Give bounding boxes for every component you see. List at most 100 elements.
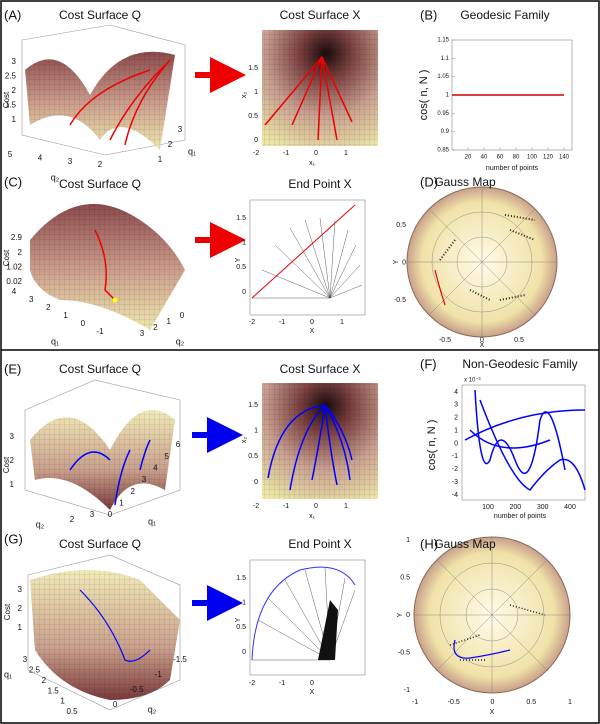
tick-label: 5 — [164, 452, 169, 461]
tick-label: -2 — [452, 466, 458, 473]
tick-label: 0.5 — [248, 453, 258, 460]
tick-label: 1 — [454, 427, 458, 434]
tick-label: 0 — [310, 319, 314, 326]
tick-label: 2 — [18, 604, 23, 613]
axis-label: number of points — [494, 513, 547, 520]
tick-label: 0.5 — [396, 222, 406, 229]
tick-label: 0.5 — [526, 699, 536, 706]
tick-label: 2 — [46, 303, 51, 312]
y-tick-label: 1.15 — [437, 38, 449, 44]
tick-label: 1 — [10, 480, 15, 489]
tick-label: 1 — [254, 428, 258, 435]
gauss-sphere — [406, 186, 558, 338]
tick-label: -1 — [452, 453, 458, 460]
axis-label: Cost — [2, 456, 11, 473]
tick-label: 1 — [63, 311, 68, 320]
tick-label: 2 — [10, 456, 15, 465]
tick-label: 4 — [38, 153, 43, 162]
panel-title: Geodesic Family — [460, 8, 549, 22]
axis-label: q₁ — [188, 146, 196, 156]
tick-label: 2 — [98, 160, 103, 169]
axis-label: x₁ — [309, 513, 316, 520]
cost-map — [262, 383, 378, 499]
panel-title: Cost Surface Q — [59, 537, 141, 551]
surface-drawing — [24, 379, 181, 516]
y-tick-label: 0.95 — [437, 111, 449, 117]
axis-label: X — [310, 328, 315, 335]
tick-label: 1 — [60, 697, 65, 706]
tick-label: 2 — [70, 515, 75, 524]
tick-label: 6 — [176, 440, 181, 449]
tick-label: 0.5 — [236, 624, 246, 631]
tick-label: 3 — [90, 510, 95, 519]
tick-label: -1 — [283, 150, 289, 157]
tick-label: 1 — [340, 319, 344, 326]
axis-label: Y — [397, 612, 404, 617]
tick-label: 0 — [454, 440, 458, 447]
tick-label: 1 — [12, 115, 17, 124]
axis-label: cos( n, N ) — [418, 70, 430, 121]
tick-label: 300 — [537, 504, 549, 511]
tick-label: -1 — [155, 670, 163, 679]
panel-title: Cost Surface Q — [59, 362, 141, 376]
tick-label: 1 — [18, 623, 23, 632]
tick-label: 3 — [10, 432, 15, 441]
tick-label: 3 — [23, 655, 28, 664]
gauss-sphere — [413, 536, 571, 694]
exponent: x 10⁻³ — [464, 378, 481, 384]
axis-label: cos( n, N ) — [426, 420, 438, 471]
curves — [464, 389, 586, 491]
tick-label: 1.02 — [6, 262, 22, 271]
tick-label: 0 — [254, 137, 258, 144]
tick-label: 0.5 — [400, 574, 410, 581]
tick-label: 1 — [344, 150, 348, 157]
tick-label: 4 — [454, 389, 458, 396]
tick-label: 1.5 — [248, 65, 258, 72]
cost-map — [262, 30, 378, 146]
panel-letter: (B) — [420, 7, 437, 22]
axis-label: number of points — [486, 165, 539, 172]
axis-label: Y — [393, 259, 400, 264]
panel-title: Gauss Map — [434, 175, 496, 189]
tick-label: 0 — [480, 337, 484, 344]
tick-label: 2 — [130, 487, 135, 496]
tick-label: 1 — [158, 155, 163, 164]
axis-label: X — [310, 689, 315, 696]
axis-label: X — [480, 342, 485, 349]
tick-label: 0 — [242, 649, 246, 656]
tick-label: -0.5 — [448, 699, 460, 706]
x-tick-label: 140 — [559, 155, 570, 161]
panel-letter: (E) — [4, 361, 21, 376]
tick-label: 3 — [140, 329, 145, 338]
tick-label: 0 — [310, 680, 314, 687]
tick-label: -1.5 — [173, 655, 187, 664]
tick-label: -2 — [249, 680, 255, 687]
panel-letter: (C) — [4, 174, 22, 189]
tick-label: 2.5 — [29, 666, 41, 675]
endpoint-map — [249, 199, 366, 316]
axis-label: q₁ — [51, 336, 59, 346]
tick-label: 0 — [113, 700, 118, 709]
tick-label: 1 — [254, 89, 258, 96]
tick-label: 0 — [81, 319, 86, 328]
panel-letter: (F) — [420, 356, 437, 371]
x-tick-label: 60 — [497, 155, 504, 161]
tick-label: -3 — [452, 479, 458, 486]
panel-title: End Point X — [288, 177, 351, 191]
tick-label: 4 — [153, 463, 158, 472]
tick-label: 3 — [12, 57, 17, 66]
tick-label: 2 — [153, 323, 158, 332]
tick-label: 5 — [8, 150, 13, 159]
panel-letter: (D) — [420, 174, 438, 189]
tick-label: 0 — [108, 510, 113, 519]
tick-label: 0.5 — [236, 264, 246, 271]
axis-label: Cost — [2, 249, 11, 266]
tick-label: 2 — [18, 248, 23, 257]
tick-label: 0 — [254, 479, 258, 486]
tick-label: 0.02 — [6, 277, 22, 286]
axis-label: x₂ — [241, 437, 248, 444]
tick-label: 1.5 — [236, 215, 246, 222]
tick-label: 1.5 — [236, 575, 246, 582]
tick-label: 0 — [406, 612, 410, 619]
